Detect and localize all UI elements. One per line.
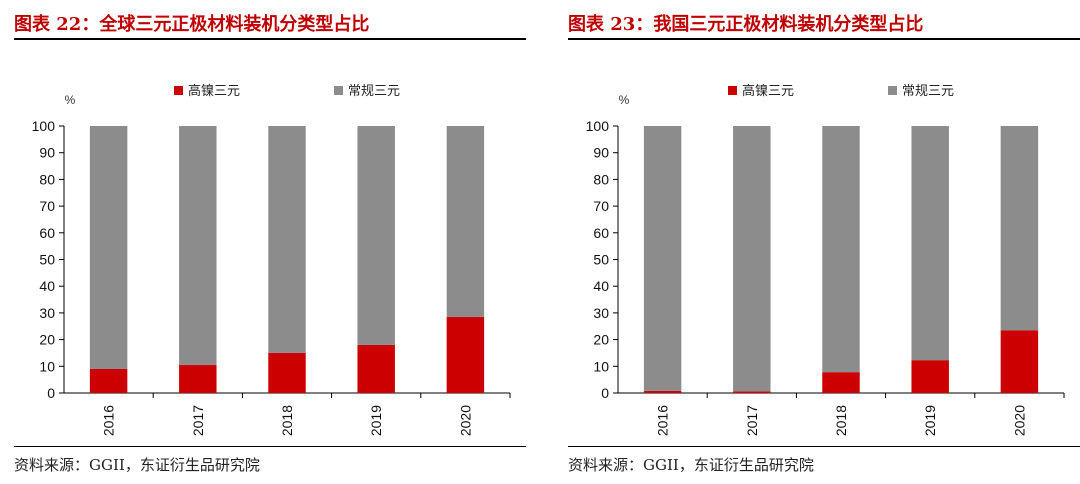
bar-segment-conventional xyxy=(357,126,395,345)
chart-title: 图表 23：我国三元正极材料装机分类型占比 xyxy=(568,14,924,35)
y-tick-label: 20 xyxy=(593,332,609,348)
legend-swatch xyxy=(174,86,183,95)
y-tick-label: 100 xyxy=(586,118,610,134)
y-tick-label: 30 xyxy=(39,305,55,321)
title-rule xyxy=(14,38,526,40)
x-tick-label: 2018 xyxy=(279,405,295,436)
stacked-bar-chart-china: % 高镍三元 常规三元 0 10 20 30 40 50 60 70 80 90 100 2016 2017 2… xyxy=(586,83,1065,436)
legend-label: 常规三元 xyxy=(902,83,954,98)
bar-segment-conventional xyxy=(643,126,682,391)
y-tick-label: 40 xyxy=(39,278,55,294)
bar-segment-conventional xyxy=(179,126,217,365)
bar-segment-conventional xyxy=(822,126,860,373)
y-unit-label: % xyxy=(619,93,630,107)
bar-segment-conventional xyxy=(89,126,128,369)
source-rule xyxy=(568,446,1080,447)
chart-panel-china: 图表 23：我国三元正极材料装机分类型占比 % 高镍三元 常规三元 0 10 20 30 40… xyxy=(554,0,1080,484)
y-tick-label: 10 xyxy=(39,358,55,374)
legend-swatch xyxy=(728,86,737,95)
x-tick-label: 2020 xyxy=(457,405,473,436)
y-tick-label: 50 xyxy=(39,252,55,268)
x-tick-label: 2017 xyxy=(190,405,206,436)
y-tick-label: 50 xyxy=(593,252,609,268)
bar-segment-conventional xyxy=(1000,126,1039,331)
source-rule xyxy=(14,446,526,447)
x-tick-label: 2016 xyxy=(101,405,117,436)
x-tick-label: 2020 xyxy=(1011,405,1027,436)
x-tick-label: 2019 xyxy=(922,405,938,436)
y-tick-label: 90 xyxy=(593,145,609,161)
y-tick-label: 0 xyxy=(601,385,609,401)
bar-segment-conventional xyxy=(911,126,949,361)
legend-label: 高镍三元 xyxy=(742,83,794,98)
y-tick-label: 30 xyxy=(593,305,609,321)
y-tick-label: 10 xyxy=(593,358,609,374)
bar-segment-high-nickel xyxy=(733,391,771,393)
bar-segment-high-nickel xyxy=(268,352,306,393)
source-note: 资料来源：GGII，东证衍生品研究院 xyxy=(14,456,260,474)
y-tick-label: 60 xyxy=(39,225,55,241)
y-tick-label: 70 xyxy=(39,198,55,214)
y-tick-label: 80 xyxy=(593,171,609,187)
x-tick-label: 2016 xyxy=(655,405,671,436)
bar-segment-conventional xyxy=(733,126,771,392)
bar-segment-high-nickel xyxy=(911,360,949,393)
y-tick-label: 40 xyxy=(593,278,609,294)
title-rule xyxy=(568,38,1080,40)
chart-panel-global: 图表 22：全球三元正极材料装机分类型占比 % 高镍三元 常规三元 0 10 20 30 40… xyxy=(0,0,526,484)
x-tick-label: 2018 xyxy=(833,405,849,436)
y-tick-label: 90 xyxy=(39,145,55,161)
y-tick-label: 0 xyxy=(47,385,55,401)
x-tick-label: 2019 xyxy=(368,405,384,436)
y-tick-label: 70 xyxy=(593,198,609,214)
legend-swatch xyxy=(334,86,343,95)
bar-segment-conventional xyxy=(268,126,306,353)
legend-label: 常规三元 xyxy=(348,83,400,98)
bar-segment-high-nickel xyxy=(446,316,485,393)
bar-segment-high-nickel xyxy=(89,368,128,393)
y-tick-label: 20 xyxy=(39,332,55,348)
y-tick-label: 100 xyxy=(32,118,56,134)
legend-label: 高镍三元 xyxy=(188,83,240,98)
y-tick-label: 80 xyxy=(39,171,55,187)
stacked-bar-chart-global: % 高镍三元 常规三元 0 10 20 30 40 50 60 70 80 90 100 2016 2017 2… xyxy=(32,83,511,436)
bar-segment-high-nickel xyxy=(822,372,860,393)
bar-segment-high-nickel xyxy=(1000,330,1039,393)
chart-title: 图表 22：全球三元正极材料装机分类型占比 xyxy=(14,14,370,35)
bar-segment-high-nickel xyxy=(357,344,395,393)
bar-segment-high-nickel xyxy=(643,390,682,393)
y-tick-label: 60 xyxy=(593,225,609,241)
legend-swatch xyxy=(888,86,897,95)
bar-segment-conventional xyxy=(446,126,485,317)
y-unit-label: % xyxy=(65,93,76,107)
x-tick-label: 2017 xyxy=(744,405,760,436)
source-note: 资料来源：GGII，东证衍生品研究院 xyxy=(568,456,814,474)
bar-segment-high-nickel xyxy=(179,364,217,393)
